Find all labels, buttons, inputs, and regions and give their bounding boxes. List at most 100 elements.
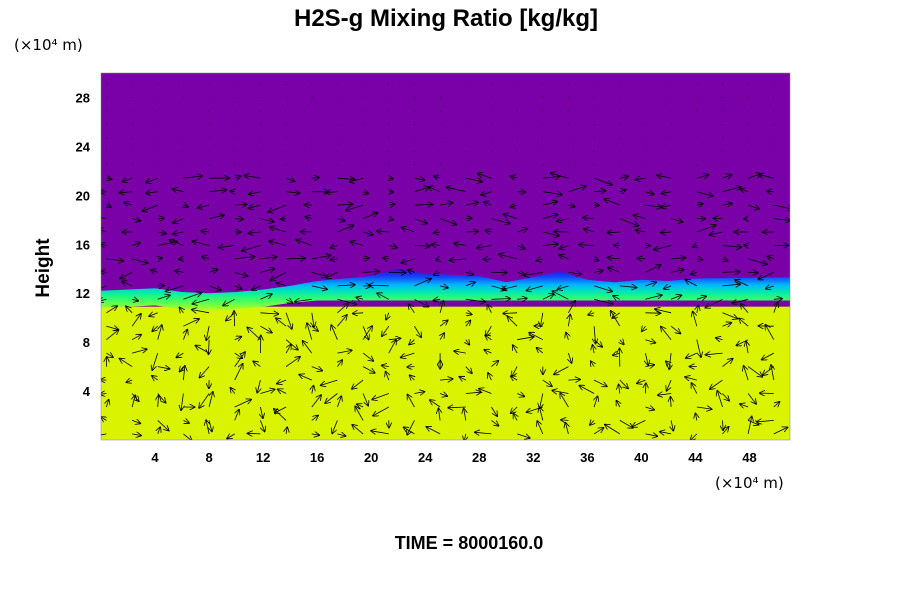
wind-vector [645,353,648,365]
wind-vector [209,392,213,408]
wind-vector [722,246,742,248]
wind-vector [260,420,264,431]
wind-vector [613,296,620,300]
wind-vector [199,393,210,408]
wind-vector [557,219,569,222]
wind-vector [454,351,466,353]
wind-vector [106,326,118,329]
wind-vector [157,420,169,430]
wind-vector [465,299,486,302]
wind-vector [477,246,492,249]
wind-vector [693,312,698,327]
wind-vector [696,259,703,260]
wind-vector [460,377,466,380]
wind-vector [594,326,595,343]
wind-vector [465,178,482,182]
wind-vector [285,312,292,329]
wind-vector [157,232,166,234]
y-tick-label: 28 [76,90,90,105]
wind-vector [285,345,291,354]
wind-vector [169,240,184,246]
wind-vector [131,335,141,341]
wind-vector [664,286,672,289]
wind-vector [466,321,471,327]
wind-vector [739,319,749,327]
wind-vector [408,395,415,408]
wind-vector [407,420,415,434]
wind-vector [183,330,187,340]
wind-vector [401,228,415,233]
wind-vector [723,420,724,430]
wind-vector [414,298,428,306]
wind-vector [757,420,774,422]
wind-vector [286,258,305,259]
wind-vector [183,420,189,423]
wind-vector [270,272,287,280]
wind-vector [120,359,133,367]
wind-vector [440,333,444,340]
y-ticks: 4 8 12 16 20 24 28 [76,90,91,399]
wind-vector [192,310,210,313]
wind-vector [173,189,184,192]
wind-vector [774,302,778,313]
wind-vector [252,286,261,290]
wind-vector [594,397,597,408]
wind-vector [268,204,287,212]
wind-vector [619,218,639,226]
wind-vector [209,339,210,354]
wind-vector [465,272,473,274]
wind-vector [670,325,680,333]
wind-vector [560,393,569,408]
wind-vector [524,272,543,275]
wind-vector [537,348,544,353]
wind-vector [439,320,448,327]
wind-vector [149,313,158,316]
wind-vector [409,340,414,345]
wind-vector [645,192,653,195]
wind-vector [231,388,235,394]
wind-vector [619,385,620,394]
wind-vector [491,361,498,367]
wind-vector [430,400,441,408]
x-tick-label: 12 [256,450,270,465]
wind-vector [486,325,492,335]
wind-vector [696,414,697,421]
wind-vector [132,299,138,301]
wind-vector [645,282,656,286]
wind-vector [208,137,210,139]
wind-vector [638,258,646,259]
wind-vector [465,203,478,206]
wind-vector [620,340,624,345]
wind-vector [356,297,364,299]
wind-vector [439,218,456,225]
wind-vector [465,366,472,374]
wind-vector [696,204,703,205]
wind-vector [143,204,158,211]
wind-vector [485,230,492,232]
wind-vector [741,304,749,314]
wind-vector [244,176,261,179]
wind-vector [234,219,243,220]
wind-vector [127,380,133,382]
wind-vector [608,268,620,273]
wind-vector [120,192,133,193]
wind-vector [299,375,312,381]
wind-vector [389,178,393,179]
wind-vector [773,299,782,300]
wind-vector [580,386,595,394]
wind-vector [312,386,314,394]
wind-vector [559,246,569,250]
wind-vector [516,394,524,397]
wind-vector [152,376,158,380]
wind-vector [514,414,518,421]
plot-frame [100,72,791,441]
wind-vector [180,308,184,313]
wind-vector [511,406,518,413]
wind-vector [773,402,780,407]
wind-vector [763,366,775,376]
wind-vector [131,243,140,246]
wind-vector [377,231,389,232]
wind-vector [723,259,728,261]
wind-vector [464,409,466,421]
wind-vector [352,425,364,435]
